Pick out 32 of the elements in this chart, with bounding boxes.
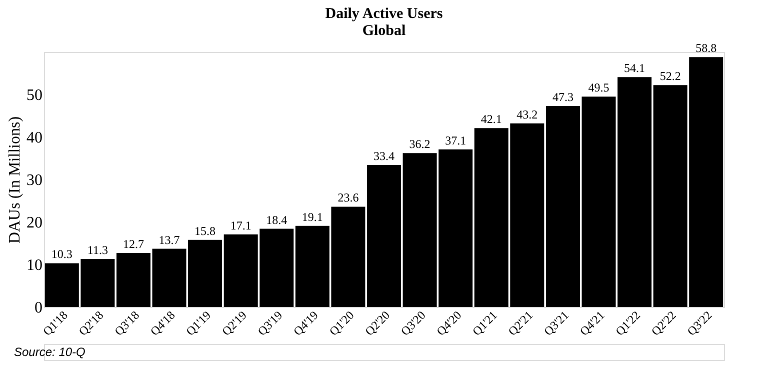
data-label: 10.3 — [51, 247, 72, 262]
data-label: 52.2 — [660, 69, 681, 84]
bar — [367, 165, 401, 307]
y-tick-label: 30 — [26, 172, 42, 189]
y-axis-title: DAUs (In Millions) — [6, 116, 24, 244]
data-label: 11.3 — [87, 242, 108, 257]
data-label: 17.1 — [230, 218, 252, 232]
source-note: Source: 10-Q — [14, 345, 86, 359]
data-label: 54.1 — [624, 61, 646, 76]
bar — [116, 253, 150, 307]
data-label: 42.1 — [480, 112, 502, 126]
data-label: 12.7 — [122, 237, 144, 252]
data-label: 37.1 — [445, 133, 466, 148]
data-label: 19.1 — [302, 210, 323, 224]
y-tick-label: 0 — [34, 300, 42, 316]
data-label: 33.4 — [374, 149, 394, 164]
chart-subtitle: Global — [362, 23, 406, 40]
y-tick-label: 50 — [26, 87, 42, 104]
y-tick-label: 10 — [26, 257, 42, 274]
bar — [618, 77, 652, 307]
data-label: 49.5 — [588, 80, 610, 95]
chart-title: Daily Active Users — [325, 6, 443, 22]
data-label: 23.6 — [338, 190, 359, 205]
data-label: 18.4 — [266, 212, 288, 227]
data-label: 43.2 — [516, 107, 538, 122]
y-tick-label: 20 — [26, 214, 42, 232]
data-label: 47.3 — [552, 90, 574, 104]
data-label: 13.7 — [158, 232, 180, 247]
data-label: 58.8 — [696, 41, 717, 56]
data-label: 36.2 — [409, 137, 430, 152]
data-label: 15.8 — [194, 224, 216, 238]
y-tick-label: 40 — [26, 130, 42, 146]
